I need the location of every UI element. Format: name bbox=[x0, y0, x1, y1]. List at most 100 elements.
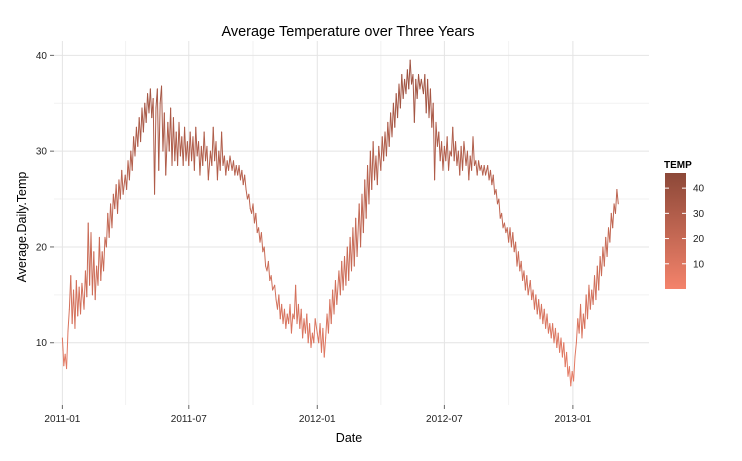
series-line-segment bbox=[397, 83, 400, 119]
series-line-segment bbox=[86, 222, 89, 298]
series-line-segment bbox=[252, 203, 255, 224]
series-line-segment bbox=[158, 102, 161, 171]
series-line-segment bbox=[580, 303, 583, 339]
series-line-segment bbox=[356, 203, 360, 258]
series-line-segment bbox=[601, 246, 604, 277]
series-line-segment bbox=[409, 59, 413, 85]
series-line-segment bbox=[327, 299, 331, 334]
series-line-segment bbox=[498, 198, 501, 219]
series-line-segment bbox=[228, 155, 231, 171]
series-line-segment bbox=[441, 141, 444, 171]
series-line-segment bbox=[314, 318, 318, 334]
series-line-segment bbox=[532, 289, 535, 310]
series-line-segment bbox=[557, 332, 561, 353]
series-line-segment bbox=[163, 112, 167, 176]
grid bbox=[54, 41, 649, 405]
series-line-segment bbox=[149, 88, 153, 119]
series-line-segment bbox=[372, 141, 376, 181]
series-line-segment bbox=[476, 160, 480, 176]
series-line-segment bbox=[552, 323, 555, 344]
series-line-segment bbox=[137, 117, 140, 147]
series-line-segment bbox=[309, 323, 312, 349]
x-tick-label: 2011-07 bbox=[171, 414, 207, 425]
series-line-segment bbox=[589, 289, 593, 310]
series-line-segment bbox=[134, 126, 137, 157]
y-tick-label: 10 bbox=[36, 338, 48, 349]
series-line-segment bbox=[348, 236, 351, 281]
series-line-segment bbox=[121, 169, 124, 195]
series-line-segment bbox=[339, 260, 343, 296]
series-line-segment bbox=[360, 193, 363, 248]
series-line-segment bbox=[492, 174, 496, 195]
series-line-segment bbox=[573, 356, 576, 382]
series-line-segment bbox=[156, 88, 160, 171]
series-line-segment bbox=[330, 289, 334, 325]
series-line-segment bbox=[267, 260, 271, 281]
series-line-segment bbox=[568, 366, 572, 387]
series-line-segment bbox=[563, 342, 566, 368]
series-line-segment bbox=[512, 232, 515, 253]
series-line-segment bbox=[575, 318, 579, 344]
series-line-segment bbox=[285, 313, 288, 329]
x-tick-label: 2013-01 bbox=[555, 414, 592, 425]
series-line-segment bbox=[119, 169, 123, 200]
series-line-segment bbox=[527, 279, 531, 296]
series-line-segment bbox=[612, 203, 615, 229]
series-line-segment bbox=[333, 279, 336, 315]
series-line-segment bbox=[385, 121, 389, 157]
series-line-segment bbox=[199, 145, 202, 176]
series-line-segment bbox=[391, 102, 394, 138]
series-line-segment bbox=[368, 150, 371, 205]
series-line-segment bbox=[216, 150, 220, 181]
x-tick-label: 2012-01 bbox=[299, 414, 336, 425]
series-line-segment bbox=[189, 131, 193, 162]
series-line-segment bbox=[161, 85, 164, 152]
series-line-segment bbox=[408, 59, 411, 90]
series-line-segment bbox=[177, 121, 180, 167]
chart-title: Average Temperature over Three Years bbox=[221, 24, 474, 40]
series-line-segment bbox=[229, 155, 233, 171]
series-line-segment bbox=[244, 174, 247, 190]
color-legend: TEMP 10 20 30 40 bbox=[664, 160, 705, 289]
series-line-segment bbox=[188, 131, 191, 167]
legend-title: TEMP bbox=[664, 160, 692, 171]
series-line-segment bbox=[427, 78, 430, 119]
series-line-segment bbox=[232, 160, 236, 176]
series-line-segment bbox=[323, 337, 327, 358]
series-line-segment bbox=[302, 318, 305, 339]
axes: 2011-01 2011-07 2012-01 2012-07 2013-01 10 20 3… bbox=[36, 51, 592, 425]
series-line-segment bbox=[413, 78, 417, 123]
series-line-segment bbox=[543, 308, 547, 329]
series-line-segment bbox=[117, 179, 120, 214]
series-line-segment bbox=[380, 136, 383, 171]
series-line-segment bbox=[140, 107, 143, 143]
series-line-segment bbox=[560, 337, 563, 358]
series-line-segment bbox=[221, 131, 224, 167]
series-line-segment bbox=[80, 282, 83, 315]
series-line-segment bbox=[503, 222, 507, 234]
series-line-segment bbox=[546, 313, 549, 334]
series-line-segment bbox=[595, 265, 598, 301]
series-line-segment bbox=[94, 265, 98, 301]
series-line-segment bbox=[471, 136, 474, 171]
series-line-segment bbox=[278, 294, 281, 320]
series-line-segment bbox=[238, 165, 241, 181]
series-line-segment bbox=[313, 318, 316, 344]
series-line-segment bbox=[142, 102, 146, 133]
series-line-segment bbox=[289, 303, 292, 334]
series-line-segment bbox=[501, 212, 504, 229]
series-line-segment bbox=[245, 188, 248, 200]
series-line-segment bbox=[495, 188, 498, 205]
series-line-segment bbox=[263, 246, 267, 267]
series-line-segment bbox=[598, 256, 601, 291]
series-line-segment bbox=[574, 342, 577, 358]
series-line-segment bbox=[83, 270, 86, 310]
series-line-segment bbox=[100, 251, 103, 281]
series-line-segment bbox=[489, 169, 493, 186]
series-line-segment bbox=[61, 337, 64, 351]
series-line-segment bbox=[241, 169, 244, 186]
series-line-segment bbox=[223, 155, 227, 176]
legend-tick-label: 20 bbox=[693, 234, 705, 245]
